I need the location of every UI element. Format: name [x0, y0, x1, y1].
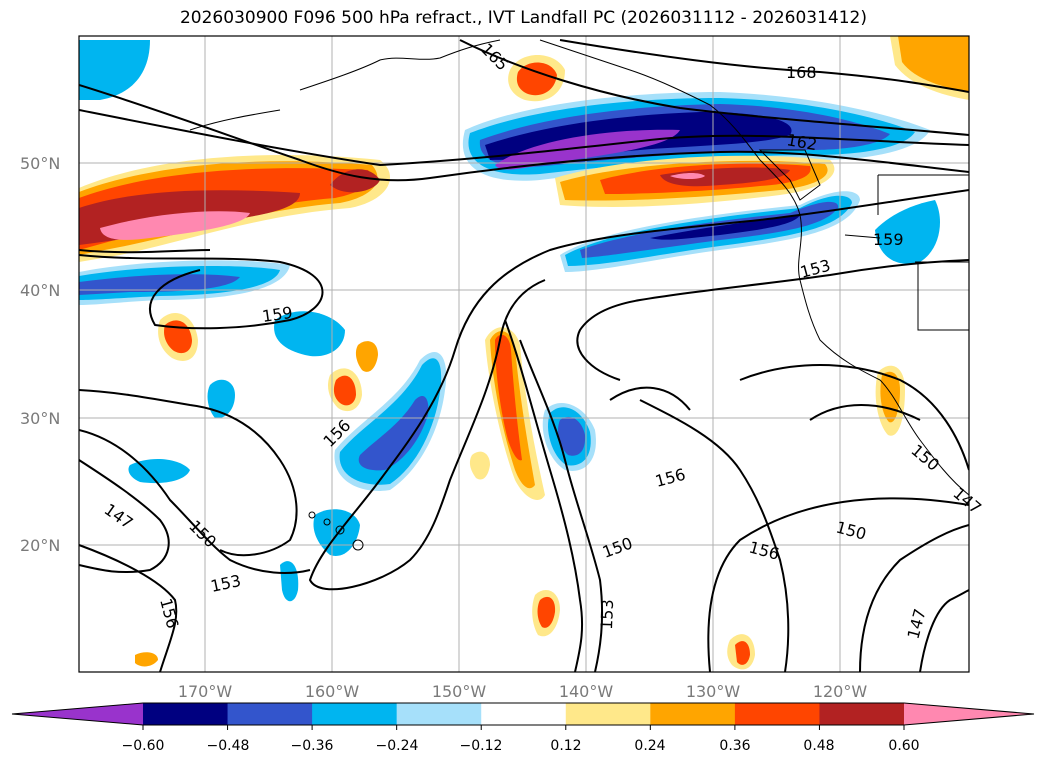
- lat-label-20n: 20°N: [20, 536, 60, 555]
- colorbar-tick: 0.60: [888, 738, 919, 754]
- warm-blob-4b: [537, 596, 556, 628]
- lon-label-120w: 120°W: [813, 682, 868, 701]
- colorbar-ticks: −0.60 −0.48 −0.36 −0.24 −0.12 0.12 0.24 …: [122, 738, 920, 754]
- contour-label: 168: [786, 63, 817, 82]
- colorbar-frame: [11, 702, 1035, 726]
- refractivity-fill-layer: [79, 36, 969, 670]
- colorbar-tick: −0.36: [291, 738, 334, 754]
- warm-blob-3: [355, 341, 378, 372]
- warm-anomaly-west-5: [100, 211, 250, 240]
- longitude-labels: 170°W 160°W 150°W 140°W 130°W 120°W: [178, 682, 868, 701]
- map-plot-area: [79, 36, 969, 672]
- colorbar-tick: −0.60: [122, 738, 165, 754]
- colorbar-swatch: [565, 703, 651, 725]
- cool-blob-4: [207, 379, 235, 419]
- colorbar-tick: 0.12: [550, 738, 581, 754]
- cool-blob-1c: [358, 395, 429, 471]
- warm-blob-2b: [333, 375, 356, 406]
- height-contours: [79, 39, 969, 672]
- colorbar-swatch: [143, 703, 229, 725]
- warm-blob-8: [135, 652, 158, 667]
- colorbar-swatch: [819, 703, 905, 725]
- cool-anomaly-coast-4: [650, 215, 800, 240]
- warm-anomaly-ne-2: [898, 36, 969, 92]
- cool-blob-5: [128, 458, 190, 484]
- lon-label-170w: 170°W: [178, 682, 233, 701]
- cool-blob-2c: [557, 416, 586, 456]
- warm-anomaly-west-6: [330, 169, 380, 193]
- colorbar-swatch: [650, 703, 736, 725]
- colorbar-swatch: [904, 703, 1034, 725]
- lat-label-50n: 50°N: [20, 154, 60, 173]
- colorbar-swatches: [12, 703, 1034, 730]
- colorbar-swatch: [396, 703, 482, 725]
- colorbar-swatch: [481, 703, 567, 725]
- contour-label: 159: [873, 230, 904, 249]
- cool-blob-7: [280, 561, 299, 602]
- graticule: [79, 36, 969, 672]
- colorbar-tick: 0.24: [634, 738, 665, 754]
- lon-label-130w: 130°W: [686, 682, 741, 701]
- colorbar-tick: 0.48: [803, 738, 834, 754]
- warm-anomaly-east-5: [670, 173, 705, 179]
- colorbar: −0.60 −0.48 −0.36 −0.24 −0.12 0.12 0.24 …: [11, 702, 1035, 754]
- map-frame: [78, 35, 970, 673]
- lon-label-150w: 150°W: [432, 682, 487, 701]
- colorbar-tick: −0.48: [207, 738, 250, 754]
- colorbar-swatch: [12, 703, 143, 725]
- lon-label-160w: 160°W: [305, 682, 360, 701]
- cool-anomaly-ne-pac: [79, 40, 150, 100]
- cool-blob-3: [274, 311, 345, 357]
- warm-anomaly-east-4: [660, 167, 790, 187]
- cool-anomaly-inland: [875, 200, 940, 264]
- lon-label-140w: 140°W: [559, 682, 614, 701]
- contour-label: 159: [261, 303, 294, 326]
- cool-anomaly-gulf-5: [495, 129, 680, 170]
- colorbar-swatch: [227, 703, 313, 725]
- lat-label-40n: 40°N: [20, 281, 60, 300]
- warm-anomaly-gulf-small-2: [516, 62, 557, 96]
- warm-filament-3: [495, 334, 522, 461]
- warm-blob-7: [469, 451, 490, 480]
- contour-label: 153: [597, 599, 617, 630]
- colorbar-swatch: [734, 703, 820, 725]
- colorbar-tick: −0.12: [460, 738, 503, 754]
- latitude-labels: 50°N 40°N 30°N 20°N: [20, 154, 60, 555]
- colorbar-swatch: [312, 703, 398, 725]
- colorbar-tick: −0.24: [376, 738, 419, 754]
- lat-label-30n: 30°N: [20, 409, 60, 428]
- warm-blob-5b: [735, 641, 750, 665]
- map-title: 2026030900 F096 500 hPa refract., IVT La…: [179, 8, 867, 28]
- hawaii-islands: [308, 511, 364, 551]
- colorbar-tick: 0.36: [719, 738, 750, 754]
